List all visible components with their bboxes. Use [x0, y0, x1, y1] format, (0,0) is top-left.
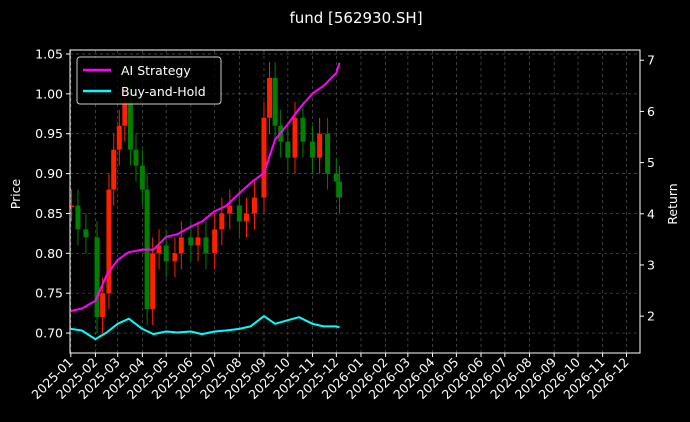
candle-body [227, 205, 233, 214]
candle-body [69, 205, 75, 207]
candle-body [83, 229, 89, 238]
candle-body [178, 237, 184, 254]
candle-body [336, 181, 342, 198]
y-left-tick-label: 0.80 [35, 246, 63, 261]
candle-body [139, 165, 145, 190]
buy-and-hold-line [70, 315, 340, 341]
candle-body [75, 205, 81, 230]
candle-body [116, 125, 122, 150]
y-right-tick-label: 4 [647, 206, 655, 221]
y-left-tick-label: 1.00 [35, 86, 63, 101]
candle-body [212, 229, 218, 254]
candle-body [219, 213, 225, 230]
candle-body [309, 141, 315, 158]
y-axis-left-label: Price [8, 178, 23, 209]
candle-body [317, 133, 323, 158]
candle-body [127, 101, 133, 150]
candle-body [195, 237, 201, 246]
legend-label-buy-and-hold: Buy-and-Hold [121, 84, 206, 99]
candle-body [251, 197, 257, 214]
candle-body [267, 77, 273, 118]
chart-title: fund [562930.SH] [289, 9, 422, 27]
y-right-tick-label: 2 [647, 309, 655, 324]
y-axis-right-label: Return [665, 183, 680, 224]
y-left-tick-label: 0.85 [35, 206, 63, 221]
candle-body [150, 253, 156, 310]
legend-box [76, 56, 222, 105]
candle-body [111, 149, 117, 190]
candle-body [156, 245, 162, 254]
candle-body [285, 141, 291, 158]
candle-body [100, 293, 106, 318]
candle-body [203, 237, 209, 254]
y-left-tick-label: 1.05 [35, 46, 63, 61]
candle-body [325, 133, 331, 174]
candle-body [300, 117, 306, 142]
candle-body [292, 117, 298, 158]
y-right-tick-label: 3 [647, 257, 655, 272]
candle-body [122, 101, 128, 126]
y-left-tick-label: 0.90 [35, 166, 63, 181]
y-right-tick-label: 6 [647, 104, 655, 119]
legend-label-ai-strategy: AI Strategy [121, 63, 191, 78]
candle-body [172, 253, 178, 262]
y-left-tick-label: 0.95 [35, 126, 63, 141]
plot-frame [69, 49, 641, 354]
candle-body [243, 213, 249, 222]
candle-body [236, 205, 242, 222]
candle-body [106, 189, 112, 294]
legend: AI Strategy Buy-and-Hold [76, 56, 222, 105]
candle-body [188, 237, 194, 246]
candle-body [163, 245, 169, 262]
candle-body [133, 149, 139, 166]
y-right-tick-label: 5 [647, 155, 655, 170]
y-left-tick-label: 0.75 [35, 286, 63, 301]
candle-body [272, 77, 278, 126]
candle-body [333, 173, 339, 182]
ai-strategy-line [70, 62, 341, 312]
y-right-tick-label: 7 [647, 53, 655, 68]
candle-body [94, 237, 100, 318]
line-series [70, 62, 341, 341]
candle-body [261, 117, 267, 198]
y-left-tick-label: 0.70 [35, 326, 63, 341]
